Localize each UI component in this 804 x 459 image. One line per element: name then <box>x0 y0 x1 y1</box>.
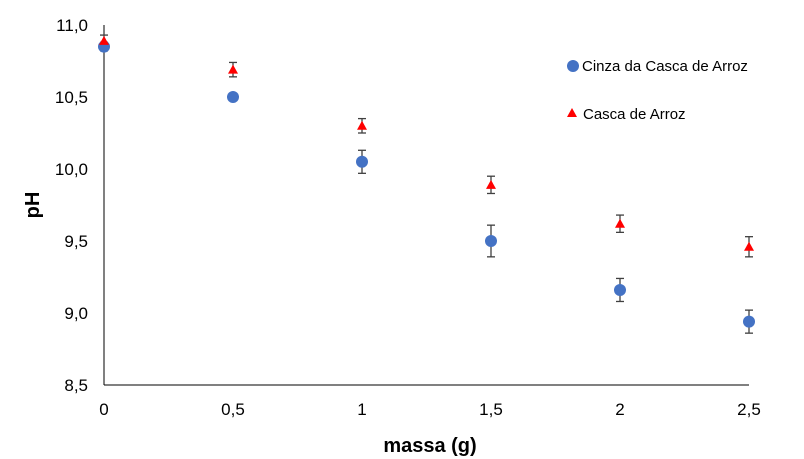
data-point-cinza <box>485 235 497 247</box>
axes <box>103 25 749 386</box>
legend: Cinza da Casca de Arroz Casca de Arroz <box>567 58 748 123</box>
y-tick-label: 8,5 <box>64 376 88 395</box>
x-tick-label: 0,5 <box>221 400 245 419</box>
x-axis-title: massa (g) <box>383 435 476 457</box>
x-tick-label: 2,5 <box>737 400 761 419</box>
y-tick-label: 10,0 <box>55 160 88 179</box>
y-axis-title: pH <box>22 192 44 219</box>
y-tick-label: 11,0 <box>56 16 88 35</box>
data-point-cinza <box>743 315 755 328</box>
x-tick-label: 1,5 <box>479 400 503 419</box>
data-point-cinza <box>614 283 626 296</box>
x-tick-label: 0 <box>99 400 108 419</box>
y-tick-label: 9,5 <box>64 232 88 251</box>
data-points <box>98 35 755 328</box>
data-point-casca <box>486 179 496 189</box>
data-point-casca <box>228 64 238 74</box>
error-bars <box>100 34 753 334</box>
y-tick-label: 10,5 <box>55 88 88 107</box>
x-tick-label: 1 <box>357 400 366 419</box>
data-point-cinza <box>227 91 239 103</box>
data-point-casca <box>615 218 625 228</box>
legend-marker-cinza <box>567 60 579 72</box>
legend-label-cinza: Cinza da Casca de Arroz <box>582 58 748 75</box>
data-point-casca <box>744 241 754 251</box>
data-point-casca <box>99 35 109 45</box>
data-point-cinza <box>356 155 368 168</box>
tick-labels: 0 0,5 1 1,5 2 2,5 8,5 9,0 9,5 10,0 10,5 11,0 <box>55 16 761 419</box>
x-tick-label: 2 <box>615 400 624 419</box>
legend-marker-casca <box>567 108 577 117</box>
legend-label-casca: Casca de Arroz <box>583 106 686 123</box>
y-tick-label: 9,0 <box>64 304 88 323</box>
data-point-casca <box>357 120 367 130</box>
